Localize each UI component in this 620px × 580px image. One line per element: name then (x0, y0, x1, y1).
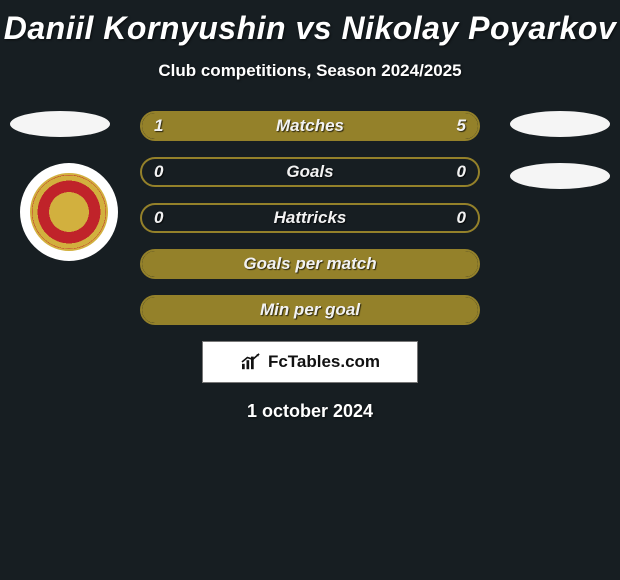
bar-fill-left (142, 113, 198, 139)
stat-label: Hattricks (274, 208, 347, 228)
stat-row: Goals per match (140, 249, 480, 279)
player-left-badge-1 (10, 111, 110, 137)
stat-label: Goals per match (243, 254, 376, 274)
stats-bars: 1 5 Matches 0 0 Goals 0 0 Hattricks Goals per mat… (140, 111, 480, 325)
player-right-badge-2 (510, 163, 610, 189)
stat-row: Min per goal (140, 295, 480, 325)
brand-text: FcTables.com (268, 352, 380, 372)
page-title: Daniil Kornyushin vs Nikolay Poyarkov (0, 0, 620, 47)
stat-value-left: 1 (154, 116, 163, 136)
generation-date: 1 october 2024 (0, 401, 620, 422)
stat-row: 0 0 Goals (140, 157, 480, 187)
stat-value-right: 5 (457, 116, 466, 136)
brand-chart-icon (240, 353, 262, 371)
stat-label: Goals (286, 162, 333, 182)
comparison-panel: 1 5 Matches 0 0 Goals 0 0 Hattricks Goals per mat… (0, 111, 620, 422)
club-crest-icon (30, 173, 108, 251)
brand-box: FcTables.com (202, 341, 418, 383)
stat-row: 0 0 Hattricks (140, 203, 480, 233)
stat-label: Min per goal (260, 300, 360, 320)
stat-value-left: 0 (154, 208, 163, 228)
stat-value-left: 0 (154, 162, 163, 182)
stat-row: 1 5 Matches (140, 111, 480, 141)
stat-value-right: 0 (457, 162, 466, 182)
page-subtitle: Club competitions, Season 2024/2025 (0, 61, 620, 81)
stat-label: Matches (276, 116, 344, 136)
stat-value-right: 0 (457, 208, 466, 228)
club-crest-left (20, 163, 118, 261)
player-right-badge-1 (510, 111, 610, 137)
